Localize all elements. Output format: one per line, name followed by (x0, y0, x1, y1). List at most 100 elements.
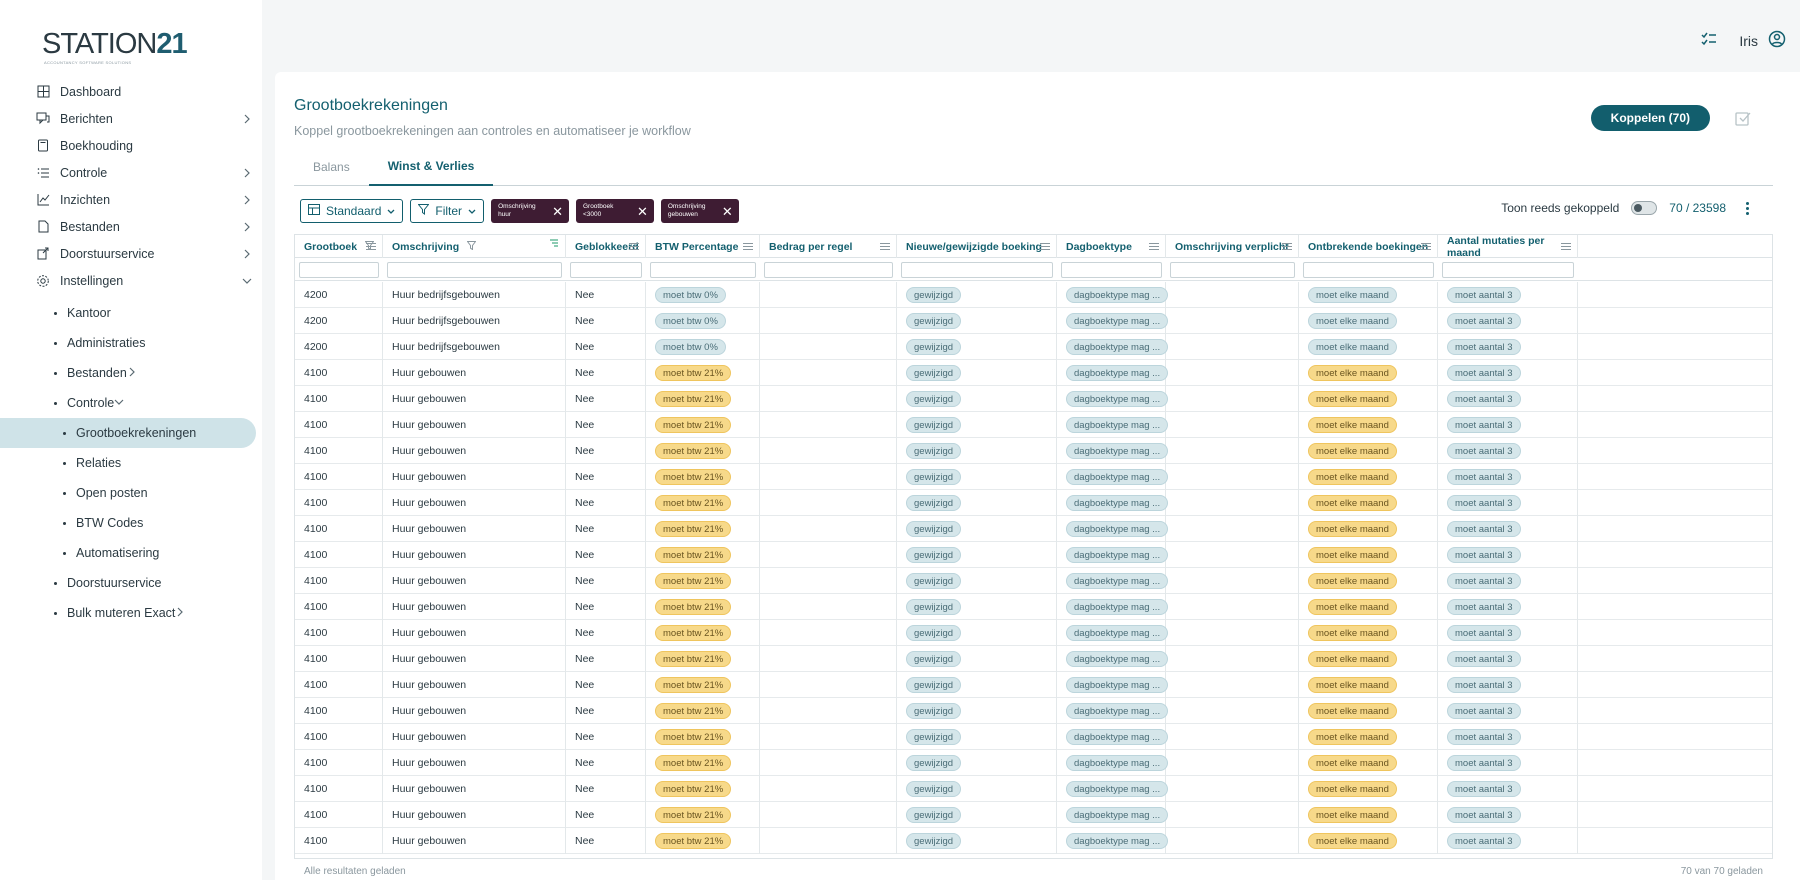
koppelen-button[interactable]: Koppelen (70) (1590, 105, 1710, 131)
nav-sub-kantoor[interactable]: Kantoor (0, 298, 262, 328)
table-row[interactable]: 4100 Huur gebouwen Nee moet btw 21% gewijzig… (295, 776, 1772, 802)
table-row[interactable]: 4100 Huur gebouwen Nee moet btw 21% gewijzig… (295, 750, 1772, 776)
table-cell: Nee (566, 750, 646, 776)
column-filter-input[interactable] (1442, 262, 1574, 278)
table-row[interactable]: 4100 Huur gebouwen Nee moet btw 21% gewijzig… (295, 542, 1772, 568)
filter-chip[interactable]: Omschrijving huur ✕ (491, 199, 569, 223)
sort-icon[interactable] (548, 239, 559, 251)
column-menu-icon[interactable] (1149, 243, 1159, 250)
table-row[interactable]: 4100 Huur gebouwen Nee moet btw 21% gewijzig… (295, 412, 1772, 438)
more-options-icon[interactable] (1746, 201, 1750, 215)
filter-icon[interactable] (466, 240, 477, 253)
nav-sub-administraties[interactable]: Administraties (0, 328, 262, 358)
table-cell: Huur gebouwen (383, 776, 566, 802)
bullet (54, 311, 57, 315)
nav-item-doorstuurservice[interactable]: Doorstuurservice (0, 240, 262, 267)
column-menu-icon[interactable] (366, 243, 376, 250)
table-row[interactable]: 4100 Huur gebouwen Nee moet btw 21% gewijzig… (295, 516, 1772, 542)
table-row[interactable]: 4200 Huur bedrijfsgebouwen Nee moet btw 0% g… (295, 282, 1772, 308)
table-row[interactable]: 4200 Huur bedrijfsgebouwen Nee moet btw 0% g… (295, 334, 1772, 360)
nav-sub2-open-posten[interactable]: Open posten (0, 478, 262, 508)
column-header[interactable]: Bedrag per regel (760, 235, 897, 258)
column-filter-input[interactable] (1303, 262, 1434, 278)
table-row[interactable]: 4100 Huur gebouwen Nee moet btw 21% gewijzig… (295, 672, 1772, 698)
table-row[interactable]: 4200 Huur bedrijfsgebouwen Nee moet btw 0% g… (295, 308, 1772, 334)
column-filter-input[interactable] (650, 262, 756, 278)
tasks-icon[interactable] (1701, 32, 1717, 49)
table-cell: gewijzigd (897, 282, 1057, 308)
page-title: Grootboekrekeningen (294, 97, 448, 114)
column-header[interactable]: Nieuwe/gewijzigde boeking (897, 235, 1057, 258)
column-menu-icon[interactable] (743, 243, 753, 250)
table-row[interactable]: 4100 Huur gebouwen Nee moet btw 21% gewijzig… (295, 490, 1772, 516)
column-menu-icon[interactable] (1282, 243, 1292, 250)
table-row[interactable]: 4100 Huur gebouwen Nee moet btw 21% gewijzig… (295, 386, 1772, 412)
table-row[interactable]: 4100 Huur gebouwen Nee moet btw 21% gewijzig… (295, 828, 1772, 854)
nav-item-instellingen[interactable]: Instellingen (0, 267, 262, 294)
column-filter-input[interactable] (1170, 262, 1295, 278)
nav-item-dashboard[interactable]: Dashboard (0, 78, 262, 105)
show-linked-toggle[interactable] (1631, 201, 1658, 215)
nav-sub-bestanden[interactable]: Bestanden (0, 358, 262, 388)
close-icon[interactable]: ✕ (552, 203, 563, 219)
nav-item-bestanden[interactable]: Bestanden (0, 213, 262, 240)
nav-sub2-automatisering[interactable]: Automatisering (0, 538, 262, 568)
nav-sub2-btw-codes[interactable]: BTW Codes (0, 508, 262, 538)
nav-sub-doorstuurservice[interactable]: Doorstuurservice (0, 568, 262, 598)
close-icon[interactable]: ✕ (721, 203, 733, 219)
table-row[interactable]: 4100 Huur gebouwen Nee moet btw 21% gewijzig… (295, 464, 1772, 490)
user-menu[interactable]: Iris (1739, 30, 1786, 51)
tab-winst-verlies[interactable]: Winst & Verlies (368, 148, 494, 186)
table-row[interactable]: 4100 Huur gebouwen Nee moet btw 21% gewijzig… (295, 698, 1772, 724)
brand-logo[interactable]: STATION21 ACCOUNTANCY SOFTWARE SOLUTIONS (42, 28, 188, 65)
nav-item-berichten[interactable]: Berichten (0, 105, 262, 132)
column-filter-input[interactable] (570, 262, 642, 278)
table-row[interactable]: 4100 Huur gebouwen Nee moet btw 21% gewijzig… (295, 802, 1772, 828)
table-row[interactable]: 4100 Huur gebouwen Nee moet btw 21% gewijzig… (295, 594, 1772, 620)
column-filter-input[interactable] (901, 262, 1053, 278)
column-header[interactable]: Geblokkeerd (566, 235, 646, 258)
table-row[interactable]: 4100 Huur gebouwen Nee moet btw 21% gewijzig… (295, 646, 1772, 672)
table-row[interactable]: 4100 Huur gebouwen Nee moet btw 21% gewijzig… (295, 724, 1772, 750)
column-header[interactable]: BTW Percentage (646, 235, 760, 258)
column-header[interactable]: Omschrijving (383, 235, 566, 258)
view-select-button[interactable]: Standaard (300, 199, 404, 223)
nav-item-controle[interactable]: Controle (0, 159, 262, 186)
table-row[interactable]: 4100 Huur gebouwen Nee moet btw 21% gewijzig… (295, 360, 1772, 386)
tab-balans[interactable]: Balans (313, 160, 350, 174)
table-row[interactable]: 4100 Huur gebouwen Nee moet btw 21% gewijzig… (295, 568, 1772, 594)
nav-sub-controle[interactable]: Controle (0, 388, 262, 418)
column-filter-input[interactable] (764, 262, 893, 278)
column-menu-icon[interactable] (1421, 243, 1431, 250)
close-icon[interactable]: ✕ (636, 203, 648, 219)
checkbox-select-icon[interactable] (1734, 109, 1752, 127)
nav-item-boekhouding[interactable]: Boekhouding (0, 132, 262, 159)
column-menu-icon[interactable] (1040, 243, 1050, 250)
table-cell: dagboektype mag ... (1057, 282, 1169, 308)
column-header-label: Dagboektype (1066, 240, 1132, 253)
filter-chip[interactable]: Omschrijving gebouwen ✕ (660, 199, 739, 223)
column-filter-input[interactable] (1061, 262, 1162, 278)
column-filter-input[interactable] (299, 262, 379, 278)
table-row[interactable]: 4100 Huur gebouwen Nee moet btw 21% gewijzig… (295, 620, 1772, 646)
column-menu-icon[interactable] (629, 243, 639, 250)
cell-text: Huur bedrijfsgebouwen (392, 315, 500, 327)
column-menu-icon[interactable] (880, 243, 890, 250)
column-menu-icon[interactable] (1561, 243, 1571, 250)
column-header[interactable]: Ontbrekende boekingen (1299, 235, 1438, 258)
table-row[interactable]: 4100 Huur gebouwen Nee moet btw 21% gewijzig… (295, 438, 1772, 464)
nav-sub2-grootboekrekeningen[interactable]: Grootboekrekeningen (0, 418, 256, 448)
nav-sub-bulk-muteren-exact[interactable]: Bulk muteren Exact (0, 598, 262, 628)
column-header[interactable]: Omschrijving verplicht (1166, 235, 1299, 258)
cell-text: 4100 (304, 783, 328, 795)
filter-chip[interactable]: Grootboek <3000 ✕ (575, 199, 654, 223)
nav-sub2-relaties[interactable]: Relaties (0, 448, 262, 478)
column-header[interactable]: Dagboektype (1057, 235, 1166, 258)
column-filter-input[interactable] (387, 262, 562, 278)
table-cell: gewijzigd (897, 750, 1057, 776)
column-header[interactable]: Grootboek (295, 235, 383, 258)
nav-item-inzichten[interactable]: Inzichten (0, 186, 262, 213)
column-header[interactable]: Aantal mutaties per maand (1438, 235, 1578, 259)
filter-button[interactable]: Filter (410, 199, 485, 223)
table-cell: moet elke maand (1299, 334, 1438, 360)
